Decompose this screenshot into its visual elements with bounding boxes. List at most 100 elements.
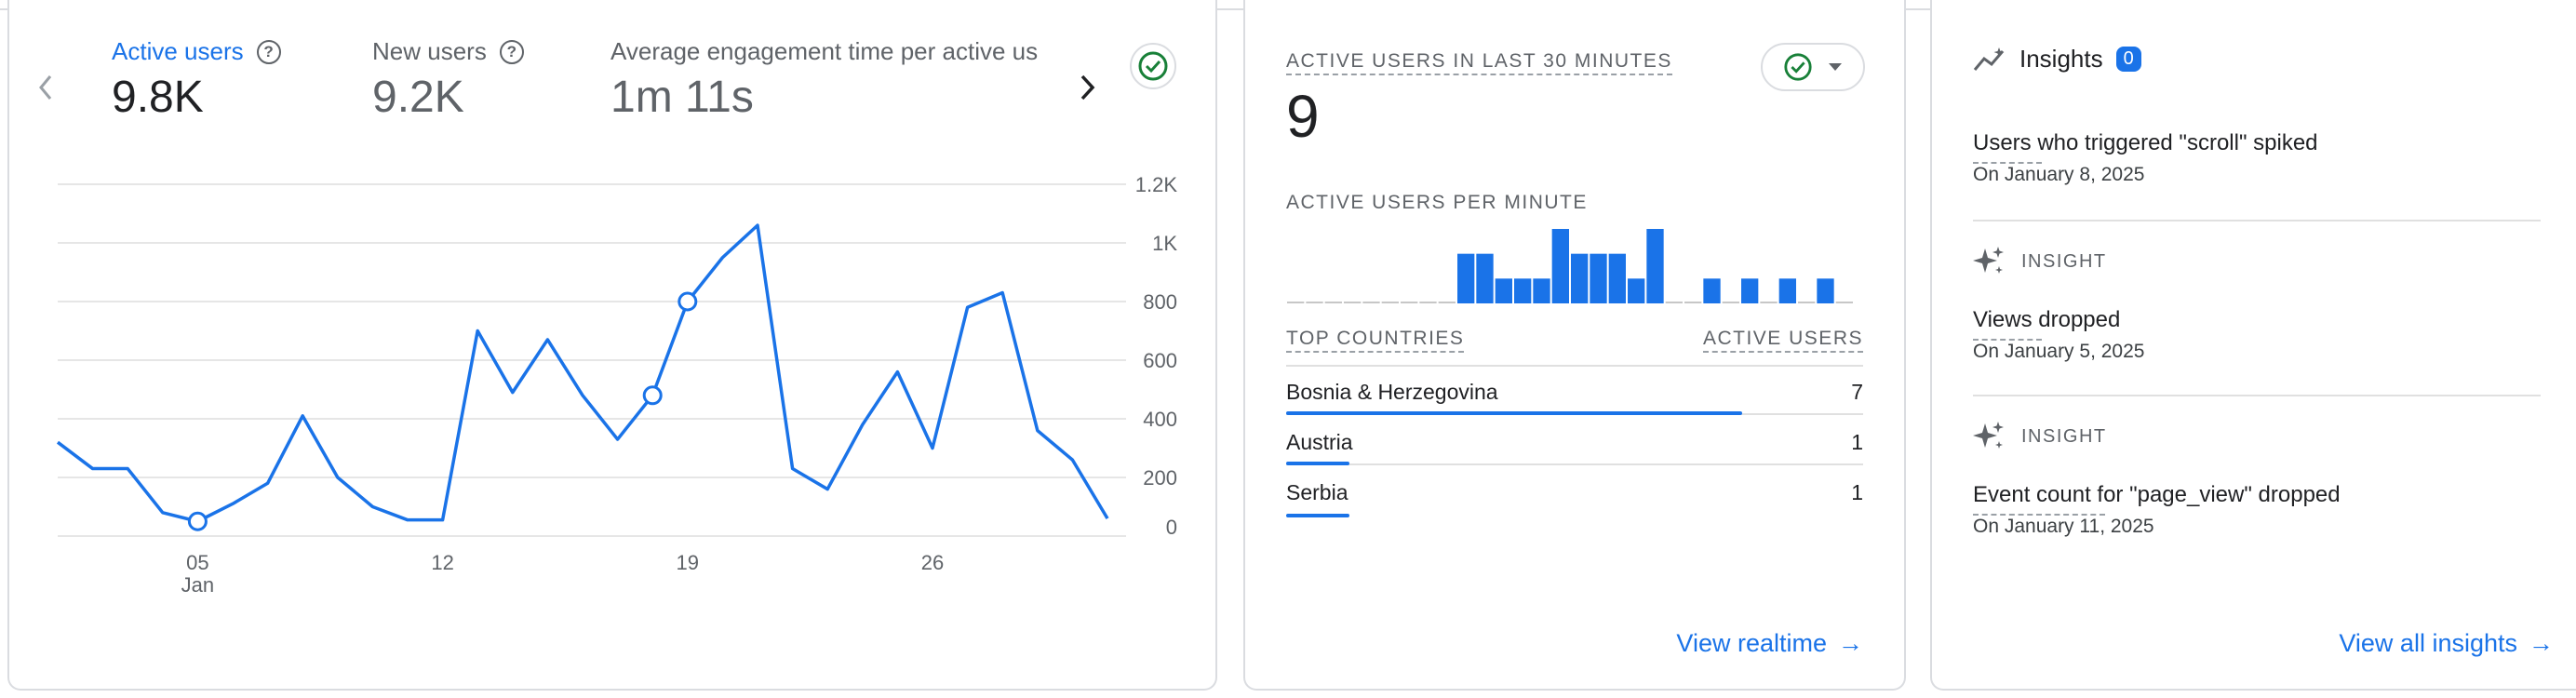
insight-item[interactable]: Views dropped On January 5, 2025	[1973, 307, 2144, 363]
insight-tag-row: INSIGHT	[1973, 246, 2107, 277]
minute-bar[interactable]	[1646, 229, 1664, 303]
y-tick-label: 400	[1143, 408, 1177, 431]
metric-value: 9.2K	[372, 73, 464, 122]
minute-bar[interactable]	[1457, 253, 1475, 303]
dotted-underline	[1973, 339, 2042, 341]
country-row: Austria 1	[1286, 417, 1863, 465]
metric-label: Active users	[112, 37, 244, 65]
country-row: Serbia 1	[1286, 467, 1863, 517]
data-point-marker[interactable]	[678, 291, 698, 312]
header-divider	[1286, 365, 1863, 367]
x-tick-label: 26	[921, 551, 944, 574]
country-share-bar	[1286, 514, 1350, 517]
x-tick-sublabel: Jan	[181, 573, 214, 596]
insight-item[interactable]: Event count for "page_view" dropped On J…	[1973, 482, 2341, 538]
per-minute-label: ACTIVE USERS PER MINUTE	[1286, 192, 1588, 213]
insight-divider	[1973, 395, 2541, 396]
country-name: Austria	[1286, 430, 1353, 454]
insight-divider	[1973, 220, 2541, 221]
minute-bar[interactable]	[1551, 229, 1569, 303]
sparkle-icon	[1973, 422, 2004, 449]
realtime-status-dropdown[interactable]	[1761, 43, 1865, 91]
country-share-bar	[1286, 411, 1742, 415]
country-row: Bosnia & Herzegovina 7	[1286, 367, 1863, 415]
dotted-underline	[1973, 514, 2105, 516]
metric-label: Average engagement time per active us	[610, 37, 1039, 65]
help-icon[interactable]: ?	[256, 39, 281, 64]
minute-bar-empty	[1722, 302, 1739, 303]
minute-bar-empty	[1324, 302, 1342, 303]
arrow-right-icon: →	[1838, 629, 1863, 657]
prev-metric-button[interactable]	[30, 67, 63, 108]
insight-tag: INSIGHT	[2021, 425, 2107, 447]
active-users-per-minute-chart	[1287, 229, 1853, 303]
minute-bar-empty	[1419, 302, 1437, 303]
insight-title: Event count for "page_view" dropped	[1973, 482, 2341, 507]
insight-item[interactable]: Users who triggered "scroll" spiked On J…	[1973, 130, 2318, 186]
minute-bar[interactable]	[1476, 253, 1494, 303]
dotted-underline	[1973, 162, 2042, 164]
x-tick-label: 12	[431, 551, 453, 574]
metric-active-users[interactable]: Active users ? 9.8K	[112, 37, 281, 123]
x-tick-label: 05	[186, 551, 208, 574]
y-tick-label: 0	[1166, 516, 1177, 539]
minute-bar[interactable]	[1817, 278, 1834, 303]
minute-bar[interactable]	[1741, 278, 1759, 303]
minute-bar[interactable]	[1514, 278, 1532, 303]
chevron-right-icon	[1080, 74, 1095, 101]
minute-bar[interactable]	[1608, 253, 1626, 303]
data-quality-button[interactable]	[1130, 43, 1176, 89]
minute-bar-empty	[1381, 302, 1399, 303]
minute-bar[interactable]	[1703, 278, 1721, 303]
data-point-marker[interactable]	[187, 511, 208, 531]
check-circle-icon	[1784, 53, 1812, 81]
minute-bar[interactable]	[1571, 253, 1589, 303]
insight-tag: INSIGHT	[2021, 250, 2107, 272]
metric-avg-engagement[interactable]: Average engagement time per active us 1m…	[610, 37, 1059, 123]
x-tick-label: 19	[677, 551, 699, 574]
insight-title: Users who triggered "scroll" spiked	[1973, 130, 2318, 155]
realtime-card: ACTIVE USERS IN LAST 30 MINUTES 9 ACTIVE…	[1243, 0, 1906, 691]
insights-title: Insights	[2019, 45, 2103, 73]
minute-bar[interactable]	[1778, 278, 1796, 303]
metric-new-users[interactable]: New users ? 9.2K	[372, 37, 524, 123]
realtime-value: 9	[1286, 83, 1320, 150]
insights-trend-icon	[1973, 47, 2005, 71]
minute-bar[interactable]	[1495, 278, 1512, 303]
minute-bar-empty	[1798, 302, 1816, 303]
y-tick-label: 800	[1143, 290, 1177, 314]
top-countries-header: TOP COUNTRIES	[1286, 328, 1465, 353]
y-tick-label: 600	[1143, 349, 1177, 372]
view-all-insights-link[interactable]: View all insights →	[2339, 629, 2554, 657]
metric-value: 9.8K	[112, 73, 204, 122]
active-users-header: ACTIVE USERS	[1702, 328, 1863, 353]
y-tick-label: 1K	[1152, 232, 1177, 255]
help-icon[interactable]: ?	[499, 39, 524, 64]
insights-card: Insights 0 Users who triggered "scroll" …	[1930, 0, 2576, 691]
view-realtime-link[interactable]: View realtime →	[1676, 629, 1863, 657]
insights-count-badge: 0	[2115, 47, 2141, 72]
realtime-title: ACTIVE USERS IN LAST 30 MINUTES	[1286, 50, 1672, 75]
country-value: 1	[1851, 430, 1863, 454]
minute-bar-empty	[1835, 302, 1853, 303]
metric-label: New users	[372, 37, 487, 65]
minute-bar[interactable]	[1533, 278, 1550, 303]
insight-date: On January 5, 2025	[1973, 341, 2145, 362]
sparkle-icon	[1973, 247, 2004, 274]
minute-bar-empty	[1362, 302, 1380, 303]
minute-bar-empty	[1306, 302, 1323, 303]
overview-card: Active users ? 9.8K New users ? 9.2K Ave…	[7, 0, 1217, 691]
minute-bar[interactable]	[1628, 278, 1645, 303]
minute-bar-empty	[1438, 302, 1456, 303]
insight-date: On January 8, 2025	[1973, 164, 2145, 185]
minute-bar-empty	[1344, 302, 1362, 303]
country-value: 7	[1851, 380, 1863, 404]
y-tick-label: 1.2K	[1135, 173, 1178, 196]
next-metric-button[interactable]	[1070, 67, 1104, 108]
country-name: Serbia	[1286, 480, 1348, 504]
insight-tag-row: INSIGHT	[1973, 421, 2107, 452]
minute-bar[interactable]	[1590, 253, 1607, 303]
data-point-marker[interactable]	[642, 385, 663, 406]
minute-bar-empty	[1287, 302, 1305, 303]
